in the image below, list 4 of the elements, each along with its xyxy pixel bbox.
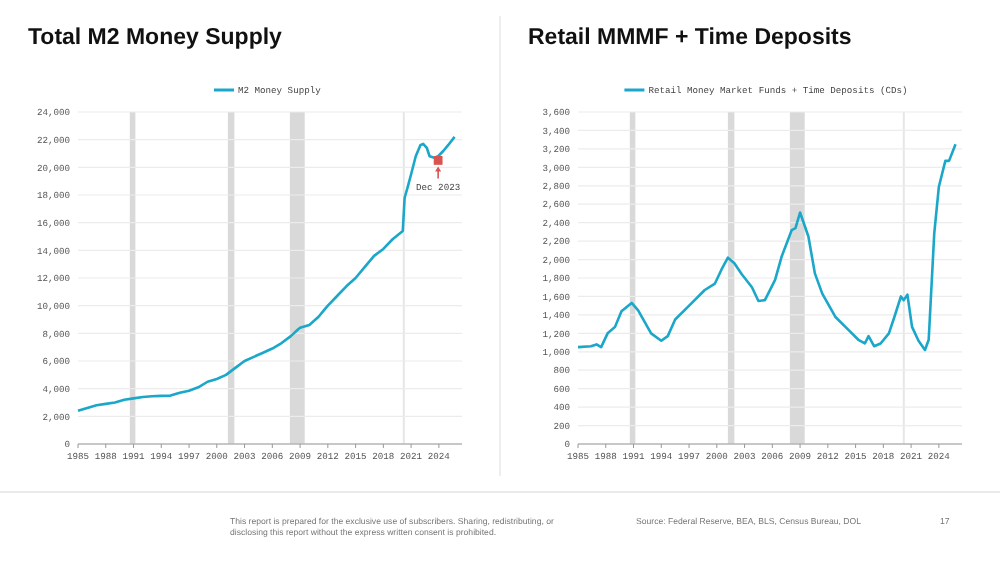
line-series xyxy=(576,142,957,352)
chart-title: Retail MMMF + Time Deposits xyxy=(528,26,852,50)
line-series xyxy=(76,135,456,413)
chart-title: Total M2 Money Supply xyxy=(28,26,284,50)
